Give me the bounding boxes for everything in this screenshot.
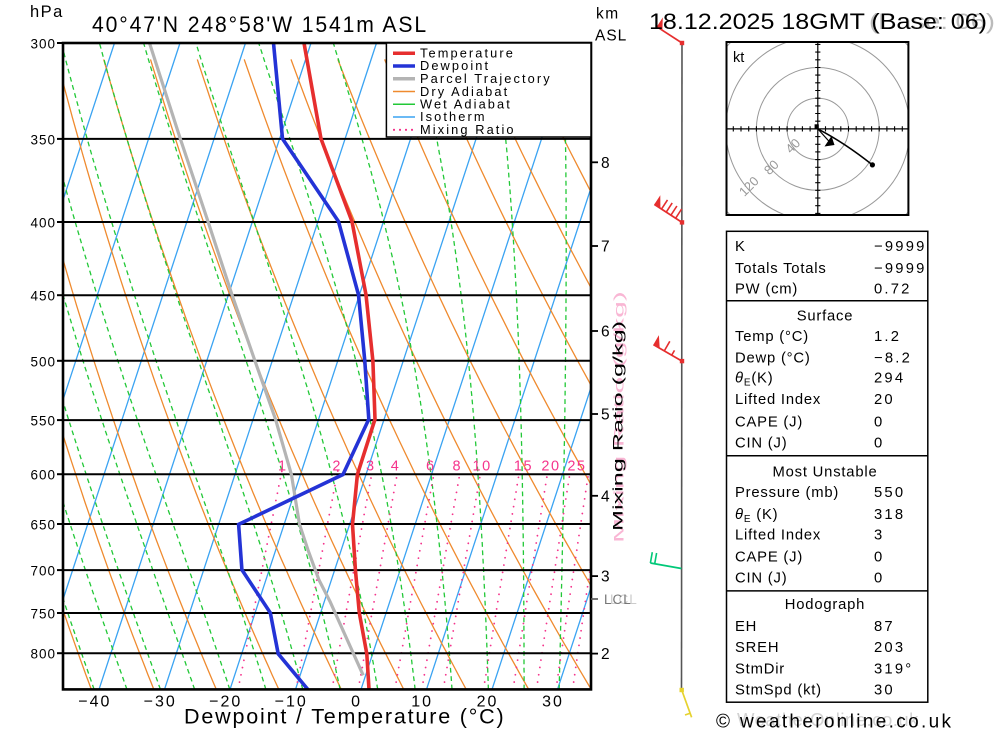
svg-text:Totals Totals: Totals Totals (735, 261, 827, 277)
svg-text:1.2: 1.2 (874, 329, 901, 345)
svg-text:Lifted Index: Lifted Index (735, 527, 821, 543)
svg-text:20: 20 (477, 694, 499, 711)
svg-text:319°: 319° (874, 661, 913, 677)
svg-text:350: 350 (30, 132, 56, 147)
svg-text:0: 0 (874, 549, 884, 565)
svg-text:Mixing Ratio (g/kg): Mixing Ratio (g/kg) (612, 291, 627, 543)
svg-text:−8.2: −8.2 (874, 351, 912, 367)
svg-text:kt: kt (733, 50, 744, 66)
svg-text:WeatherOnline.co.uk: WeatherOnline.co.uk (737, 709, 919, 730)
svg-text:Dewpoint: Dewpoint (420, 58, 490, 73)
svg-text:3: 3 (874, 527, 884, 543)
svg-text:500: 500 (30, 354, 56, 369)
svg-text:−10: −10 (275, 694, 308, 711)
svg-text:CIN (J): CIN (J) (735, 571, 787, 587)
svg-text:7: 7 (601, 239, 610, 256)
svg-text:6: 6 (426, 459, 436, 475)
svg-text:0: 0 (351, 694, 362, 711)
svg-text:4: 4 (601, 488, 610, 505)
svg-text:2: 2 (332, 459, 342, 475)
svg-text:Temp (°C): Temp (°C) (735, 329, 809, 345)
svg-text:550: 550 (30, 414, 56, 429)
svg-text:Pressure (mb): Pressure (mb) (735, 485, 839, 501)
svg-text:10: 10 (473, 459, 492, 475)
svg-text:4: 4 (391, 459, 401, 475)
svg-text:hPa: hPa (30, 3, 64, 21)
svg-text:CIN (J): CIN (J) (735, 436, 787, 452)
svg-text:550: 550 (874, 485, 905, 501)
svg-text:Dewp (°C): Dewp (°C) (735, 351, 811, 367)
svg-text:8: 8 (601, 155, 610, 172)
svg-text:5: 5 (601, 407, 610, 424)
svg-text:Parcel Trajectory: Parcel Trajectory (420, 71, 552, 86)
svg-text:Lifted Index: Lifted Index (735, 392, 821, 408)
svg-text:θE(K): θE(K) (735, 371, 773, 389)
svg-text:2: 2 (601, 646, 610, 663)
svg-text:30: 30 (874, 683, 895, 699)
svg-text:−9999: −9999 (874, 261, 927, 277)
svg-text:Isotherm: Isotherm (420, 109, 487, 124)
svg-text:800: 800 (30, 647, 56, 662)
svg-text:25: 25 (567, 459, 586, 475)
svg-text:10: 10 (411, 694, 433, 711)
svg-text:StmDir: StmDir (735, 661, 785, 677)
svg-text:−30: −30 (144, 694, 177, 711)
svg-text:StmSpd (kt): StmSpd (kt) (735, 683, 822, 699)
svg-text:3: 3 (366, 459, 376, 475)
svg-text:CAPE (J): CAPE (J) (735, 414, 803, 430)
svg-text:700: 700 (30, 564, 56, 579)
svg-text:15: 15 (514, 459, 533, 475)
svg-text:1: 1 (278, 459, 288, 475)
svg-text:Mixing Ratio: Mixing Ratio (420, 122, 516, 137)
svg-text:203: 203 (874, 640, 905, 656)
svg-text:Most Unstable: Most Unstable (773, 464, 878, 480)
svg-text:20: 20 (874, 392, 895, 408)
svg-text:Wet Adiabat: Wet Adiabat (420, 97, 512, 112)
svg-text:−40: −40 (78, 694, 111, 711)
svg-text:Mixing Ratio (g/kg): Mixing Ratio (g/kg) (611, 321, 626, 531)
svg-text:300: 300 (30, 37, 56, 52)
svg-text:−9999: −9999 (874, 239, 927, 255)
svg-text:750: 750 (30, 607, 56, 622)
svg-text:3: 3 (601, 569, 610, 586)
svg-text:EH: EH (735, 619, 757, 635)
svg-text:0: 0 (874, 571, 884, 587)
svg-text:km: km (596, 6, 620, 23)
svg-text:87: 87 (874, 619, 895, 635)
svg-text:20: 20 (541, 459, 560, 475)
svg-text:θE (K): θE (K) (735, 507, 778, 525)
svg-text:18.12.2025 18GMT (Base: 06): 18.12.2025 18GMT (Base: 06) (649, 9, 987, 34)
svg-text:© weatheronline.co.uk: © weatheronline.co.uk (716, 712, 952, 733)
svg-text:450: 450 (30, 289, 56, 304)
svg-text:40°47'N 248°58'W 1541m ASL: 40°47'N 248°58'W 1541m ASL (92, 12, 428, 37)
svg-text:318: 318 (874, 507, 905, 523)
svg-text:LCL: LCL (610, 592, 638, 607)
svg-text:Temperature: Temperature (420, 46, 515, 61)
svg-text:Dry Adiabat: Dry Adiabat (420, 84, 509, 99)
svg-text:400: 400 (30, 216, 56, 231)
svg-text:ASL: ASL (595, 28, 627, 45)
svg-text:CAPE (J): CAPE (J) (735, 549, 803, 565)
svg-text:600: 600 (30, 468, 56, 483)
svg-text:Dewpoint / Temperature (°C): Dewpoint / Temperature (°C) (184, 705, 506, 729)
svg-text:(Base: 06): (Base: 06) (869, 9, 995, 34)
svg-text:294: 294 (874, 371, 905, 387)
svg-text:LCL: LCL (604, 592, 632, 607)
svg-text:−20: −20 (209, 694, 242, 711)
svg-text:Hodograph: Hodograph (785, 597, 865, 613)
svg-text:30: 30 (542, 694, 564, 711)
svg-text:PW (cm): PW (cm) (735, 281, 798, 297)
svg-text:0: 0 (874, 414, 884, 430)
svg-text:8: 8 (453, 459, 463, 475)
svg-text:0: 0 (874, 436, 884, 452)
svg-text:650: 650 (30, 518, 56, 533)
svg-text:K: K (735, 239, 746, 255)
svg-text:6: 6 (601, 324, 610, 341)
svg-text:Surface: Surface (797, 309, 854, 325)
svg-text:SREH: SREH (735, 640, 779, 656)
svg-text:0.72: 0.72 (874, 281, 912, 297)
